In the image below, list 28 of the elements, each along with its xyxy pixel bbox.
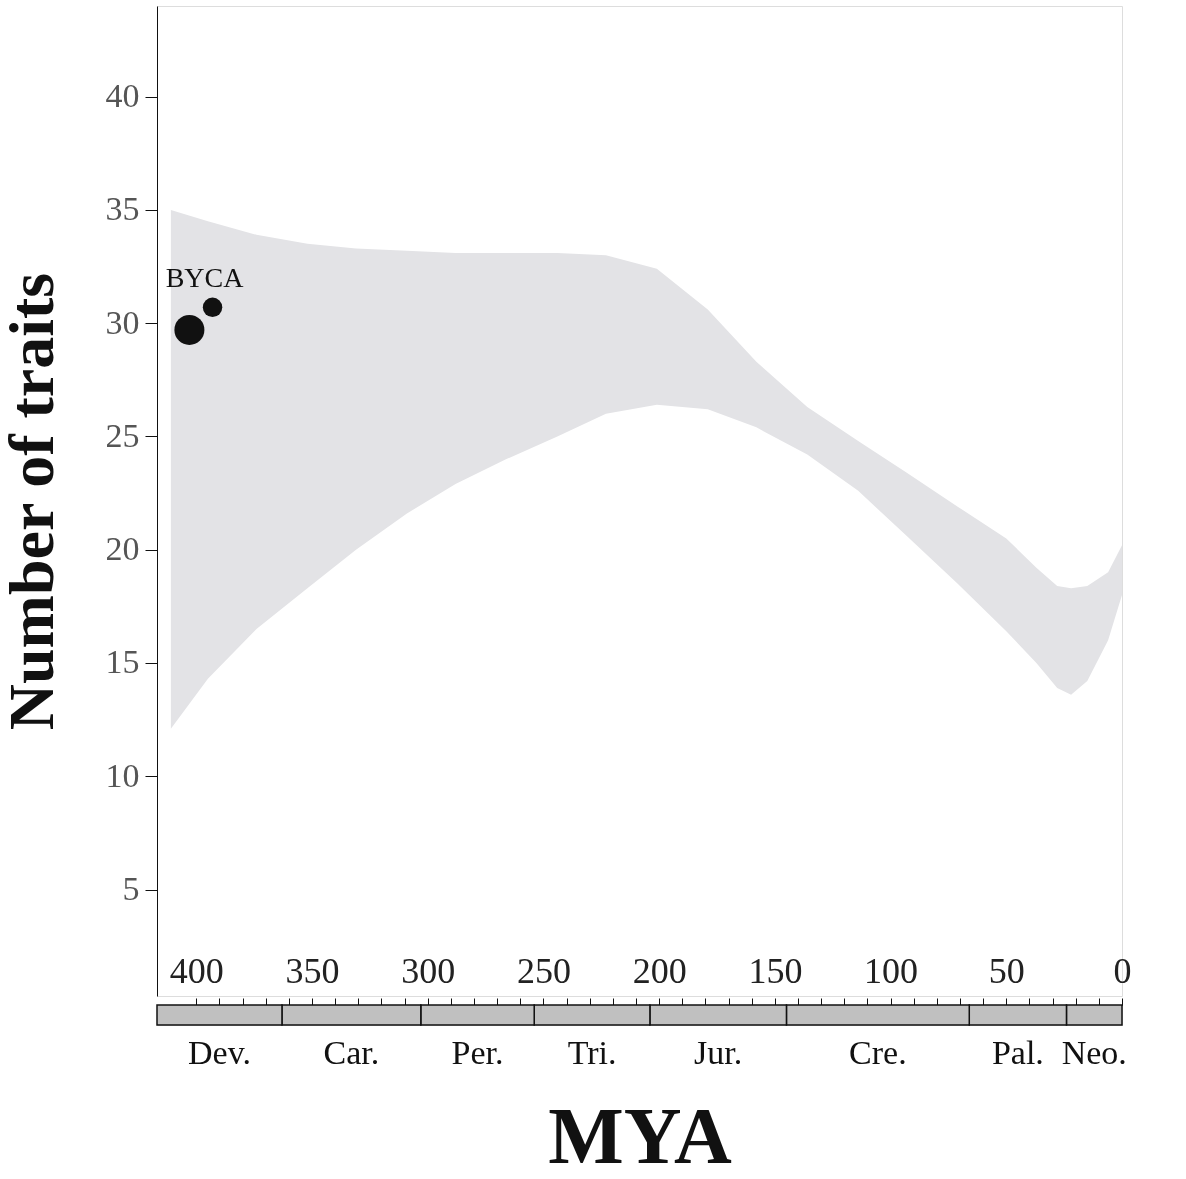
series-label: Cre. <box>849 1034 907 1071</box>
series-label: Neo. <box>1061 1034 1127 1071</box>
y-tick-label: 35 <box>105 190 140 228</box>
y-tick-label: 40 <box>105 77 140 115</box>
y-tick-label: 30 <box>105 303 140 341</box>
series-label: Jur. <box>694 1034 743 1071</box>
x-tick-label: 0 <box>1113 950 1132 991</box>
x-axis-title: MYA <box>548 1091 733 1179</box>
y-tick-label: 15 <box>105 643 140 681</box>
series-label: Per. <box>451 1034 504 1071</box>
annotation: BYCA <box>165 262 245 294</box>
x-tick-label: 100 <box>864 950 919 991</box>
x-tick-label: 300 <box>401 950 456 991</box>
series-label: Dev. <box>188 1034 251 1071</box>
x-tick-label: 350 <box>285 950 340 991</box>
series-label: Car. <box>323 1034 380 1071</box>
x-tick-label: 400 <box>169 950 224 991</box>
y-tick-label: 10 <box>105 756 140 794</box>
series-label: Pal. <box>991 1034 1044 1071</box>
x-tick-label: 150 <box>748 950 803 991</box>
y-tick-label: 5 <box>122 870 140 908</box>
series-label: Tri. <box>567 1034 617 1071</box>
y-tick-label: 25 <box>105 416 140 454</box>
y-tick-label: 20 <box>105 530 140 568</box>
x-tick-label: 200 <box>632 950 687 991</box>
y-axis-title: Number of traits <box>0 272 67 731</box>
x-tick-label: 50 <box>988 950 1025 991</box>
x-tick-label: 250 <box>516 950 571 991</box>
